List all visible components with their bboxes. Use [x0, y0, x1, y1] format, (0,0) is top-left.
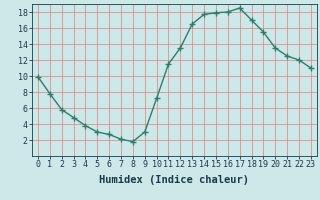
X-axis label: Humidex (Indice chaleur): Humidex (Indice chaleur): [100, 175, 249, 185]
